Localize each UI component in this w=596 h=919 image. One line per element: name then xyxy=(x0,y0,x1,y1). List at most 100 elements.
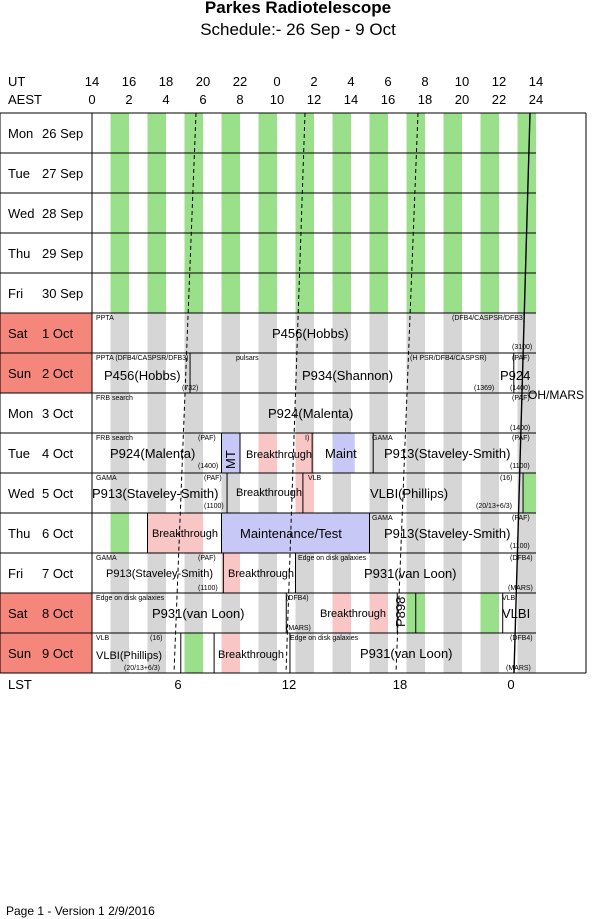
green-stripe xyxy=(406,233,425,273)
entry-project: Breakthrough xyxy=(228,568,295,580)
grey-stripe xyxy=(406,473,425,513)
entry-project: VLBI(Phillips) xyxy=(96,650,163,662)
day-date: 5 Oct xyxy=(42,486,74,501)
day-date: 29 Sep xyxy=(42,246,84,261)
lst-tick: 6 xyxy=(174,677,182,692)
grey-stripe xyxy=(443,473,462,513)
aest-tick: 22 xyxy=(491,92,507,107)
grey-stripe xyxy=(295,313,314,353)
grey-stripe xyxy=(147,353,166,393)
green-stripe xyxy=(480,273,499,313)
green-stripe xyxy=(332,233,351,273)
ut-tick: 8 xyxy=(421,74,429,89)
entry-project: P931(van Loon) xyxy=(364,566,457,581)
entry-code: (3100) xyxy=(512,344,533,351)
grey-stripe xyxy=(369,353,388,393)
green-stripe xyxy=(221,233,240,273)
grey-stripe xyxy=(221,593,240,633)
grey-stripe xyxy=(332,633,351,673)
green-stripe xyxy=(369,153,388,193)
grey-stripe xyxy=(258,313,277,353)
grey-stripe xyxy=(332,473,351,513)
green-stripe xyxy=(295,273,314,313)
green-stripe xyxy=(295,193,314,233)
lst-line xyxy=(513,112,531,674)
grey-stripe xyxy=(517,593,536,633)
grey-stripe xyxy=(110,473,129,513)
grey-stripe xyxy=(406,513,425,553)
grey-stripe xyxy=(517,633,536,673)
ut-tick: 10 xyxy=(454,74,470,89)
maint-block xyxy=(221,513,370,553)
entry-tag: PPTA xyxy=(96,315,114,322)
lst-tick: 12 xyxy=(281,677,297,692)
ut-axis-label: UT xyxy=(8,74,26,89)
grey-stripe xyxy=(110,353,129,393)
entry-project: P913(Staveley-Smith) xyxy=(384,526,511,541)
grey-stripe xyxy=(480,473,499,513)
page-subtitle: Schedule:- 26 Sep - 9 Oct xyxy=(200,20,396,39)
breakthrough-block xyxy=(147,513,203,553)
green-stripe xyxy=(258,153,277,193)
entry-code: (1369) xyxy=(474,385,495,392)
grey-stripe xyxy=(517,433,536,473)
grey-stripe xyxy=(295,393,314,433)
grey-stripe xyxy=(110,393,129,433)
entry-tag: I) xyxy=(305,435,310,442)
day-label: Sat 8 Oct xyxy=(8,606,73,621)
footer-version: Page 1 - Version 1 2/9/2016 xyxy=(6,904,155,918)
grey-stripe xyxy=(221,393,240,433)
green-stripe xyxy=(443,153,462,193)
day-of-week: Tue xyxy=(8,166,30,181)
grey-stripe xyxy=(332,313,351,353)
entry-tag: VLB xyxy=(96,635,110,642)
maint-block xyxy=(221,433,240,473)
aest-tick: 20 xyxy=(454,92,470,107)
aest-tick: 18 xyxy=(417,92,433,107)
green-stripe xyxy=(332,193,351,233)
grey-stripe xyxy=(147,393,166,433)
green-stripe xyxy=(443,273,462,313)
grey-stripe xyxy=(332,393,351,433)
entry-code: (1100) xyxy=(198,585,218,592)
grey-stripe xyxy=(221,473,240,513)
day-label: Sun 9 Oct xyxy=(8,646,73,661)
lst-line xyxy=(395,112,419,674)
grey-stripe xyxy=(369,393,388,433)
entry-backend: (PAF) xyxy=(512,515,530,522)
grey-stripe xyxy=(443,433,462,473)
green-stripe xyxy=(110,113,129,153)
breakthrough-block xyxy=(332,593,351,633)
entry-tag: Edge on disk galaxies xyxy=(290,635,359,642)
day-date: 28 Sep xyxy=(42,206,84,221)
grey-stripe xyxy=(406,393,425,433)
entry-tag: FRB search xyxy=(96,435,133,442)
grey-stripe xyxy=(480,633,499,673)
entry-tag: Edge on disk galaxies xyxy=(298,555,367,562)
grey-stripe xyxy=(147,433,166,473)
green-stripe xyxy=(517,113,536,153)
entry-backend: (PAF) xyxy=(198,555,216,562)
green-stripe xyxy=(406,113,425,153)
day-of-week: Sun xyxy=(8,646,32,661)
aest-axis-label: AEST xyxy=(8,92,42,107)
grey-stripe xyxy=(184,393,203,433)
entry-project: P456(Hobbs) xyxy=(272,326,349,341)
day-label: Wed 28 Sep xyxy=(8,206,83,221)
entry-project: P931(van Loon) xyxy=(152,606,245,621)
lst-axis-label: LST xyxy=(8,677,32,692)
green-stripe xyxy=(480,233,499,273)
grey-stripe xyxy=(147,593,166,633)
aest-tick: 0 xyxy=(88,92,96,107)
entry-code: (MARS) xyxy=(508,585,533,592)
green-stripe xyxy=(406,193,425,233)
green-block xyxy=(480,593,499,633)
grey-stripe xyxy=(480,513,499,553)
entry-code: (MARS) xyxy=(506,665,531,672)
entry-tag: Edge on disk galaxies xyxy=(96,595,165,602)
green-stripe xyxy=(332,273,351,313)
grey-stripe xyxy=(184,473,203,513)
green-stripe xyxy=(332,153,351,193)
entry-project: Maintenance/Test xyxy=(240,526,342,541)
entry-tag: GAMA xyxy=(96,475,117,482)
